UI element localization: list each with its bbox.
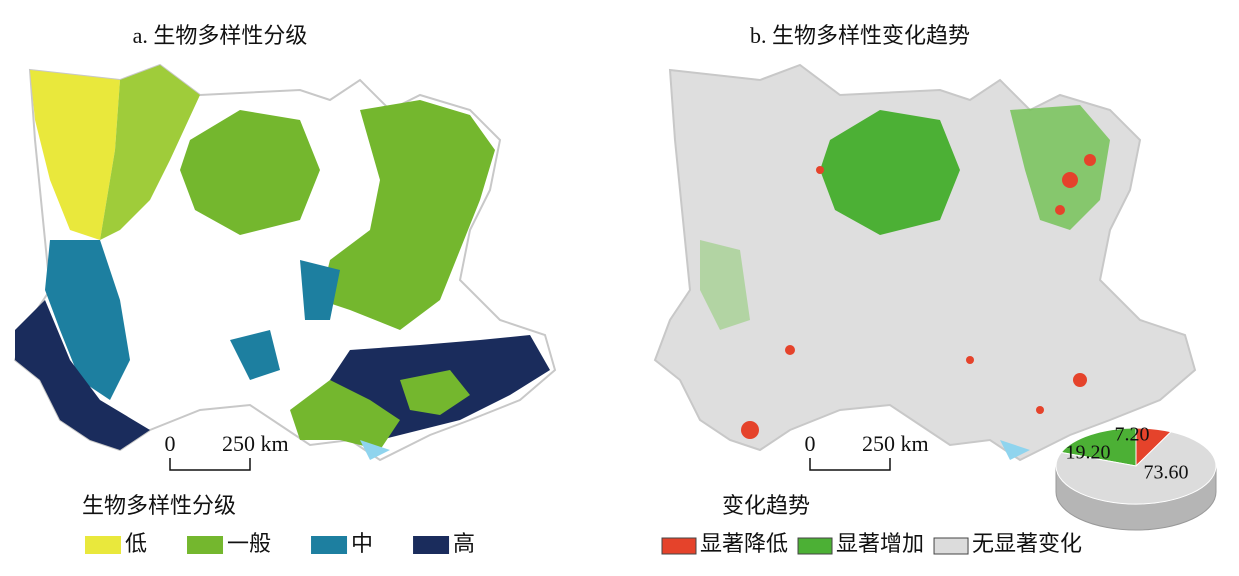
legend-swatch bbox=[797, 537, 833, 555]
legend-swatch bbox=[413, 536, 450, 554]
map-b bbox=[654, 64, 1196, 461]
panel-title: b. 生物多样性变化趋势 bbox=[750, 23, 970, 48]
legend-label: 显著增加 bbox=[836, 531, 924, 556]
legend-swatch bbox=[933, 537, 969, 555]
scale-start: 0 bbox=[165, 431, 176, 456]
pie-value-label: 7.20 bbox=[1115, 424, 1150, 446]
legend-label: 显著降低 bbox=[700, 531, 788, 556]
pie-slice bbox=[1060, 427, 1137, 467]
legend-title: 变化趋势 bbox=[722, 493, 810, 518]
scale-end: 250 km bbox=[862, 431, 929, 456]
pie-slice bbox=[1055, 431, 1217, 505]
pie-value-label: 73.60 bbox=[1144, 462, 1189, 484]
panel-title: a. 生物多样性分级 bbox=[133, 23, 308, 48]
scale-bar bbox=[169, 458, 251, 471]
legend-swatch bbox=[85, 536, 121, 554]
legend-swatch bbox=[661, 537, 697, 555]
legend-title: 生物多样性分级 bbox=[82, 493, 236, 518]
legend-label: 中 bbox=[351, 531, 373, 556]
legend-label: 无显著变化 bbox=[972, 531, 1082, 556]
scale-start: 0 bbox=[805, 431, 816, 456]
legend-swatch bbox=[311, 536, 348, 554]
legend-label: 一般 bbox=[227, 531, 271, 556]
map-a bbox=[14, 64, 556, 461]
legend-label: 低 bbox=[125, 531, 147, 556]
scale-bar bbox=[809, 458, 891, 471]
legend-swatch bbox=[187, 536, 224, 554]
legend-label: 高 bbox=[453, 531, 475, 556]
annotations: a. 生物多样性分级 0 250 km 生物多样性分级 b. 生物多样性变化趋势 0 250… bbox=[82, 23, 1217, 556]
scale-end: 250 km bbox=[222, 431, 289, 456]
pie-value-label: 19.20 bbox=[1066, 442, 1111, 464]
